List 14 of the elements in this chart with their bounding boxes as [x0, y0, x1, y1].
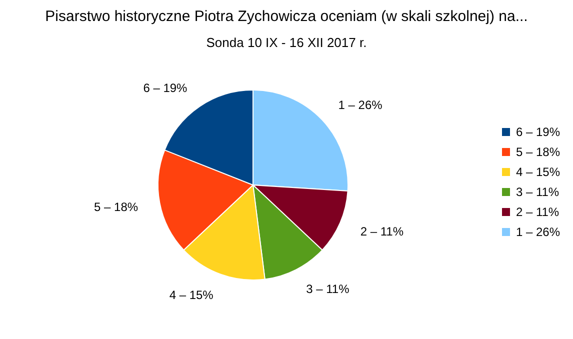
- legend-label: 5 – 18%: [516, 145, 560, 159]
- legend-label: 6 – 19%: [516, 125, 560, 139]
- legend-label: 1 – 26%: [516, 225, 560, 239]
- chart-title: Pisarstwo historyczne Piotra Zychowicza oceniam (w skali szkolnej) na...: [44, 8, 529, 25]
- slice-label: 3 – 11%: [306, 282, 350, 296]
- legend-label: 3 – 11%: [516, 185, 560, 199]
- slice-label: 6 – 19%: [143, 81, 188, 96]
- chart-subtitle: Sonda 10 IX - 16 XII 2017 r.: [205, 35, 368, 50]
- slice-label: 4 – 15%: [169, 288, 214, 302]
- legend-label: 4 – 15%: [516, 165, 560, 179]
- legend-label: 2 – 11%: [516, 205, 560, 219]
- slice-label: 5 – 18%: [94, 200, 138, 214]
- slice-label: 2 – 11%: [360, 224, 404, 238]
- slice-label: 1 – 26%: [338, 98, 383, 112]
